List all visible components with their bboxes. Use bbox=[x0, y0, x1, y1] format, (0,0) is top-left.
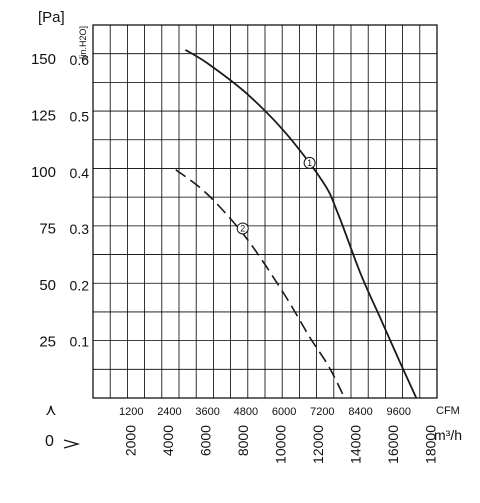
series-marker-label: 2 bbox=[240, 224, 245, 234]
y-inh2o-tick-label: 0.2 bbox=[70, 277, 90, 293]
series-line-2 bbox=[175, 169, 346, 399]
y-pa-tick-label: 50 bbox=[39, 277, 56, 294]
series-marker-2: 2 bbox=[236, 222, 249, 235]
y-inh2o-tick-label: 0.4 bbox=[70, 165, 90, 181]
x-m3h-tick-label: 2000 bbox=[122, 425, 138, 456]
corner-up-mark: ⋏ bbox=[45, 402, 57, 419]
plot-frame bbox=[92, 24, 438, 399]
y-axis-pa-unit: [Pa] bbox=[38, 9, 65, 26]
y-pa-tick-label: 25 bbox=[39, 333, 56, 350]
series-marker-circle bbox=[303, 156, 316, 169]
x-axis-cfm-ticks: 1200 2400 3600 4800 6000 7200 8400 9600 bbox=[119, 406, 411, 418]
x-cfm-tick-label: 1200 bbox=[119, 406, 143, 418]
x-m3h-tick-label: 6000 bbox=[197, 425, 213, 456]
x-cfm-tick-label: 8400 bbox=[348, 406, 372, 418]
y-axis-inh2o-unit: [in.H2O] bbox=[78, 26, 88, 59]
x-m3h-tick-label: 4000 bbox=[160, 425, 176, 456]
x-cfm-tick-label: 6000 bbox=[272, 406, 296, 418]
x-axis-m3h-unit: m³/h bbox=[434, 427, 462, 443]
corner-zero-label: 0 bbox=[45, 433, 54, 450]
x-cfm-tick-label: 2400 bbox=[157, 406, 181, 418]
y-inh2o-tick-label: 0.3 bbox=[70, 221, 90, 237]
series-marker-label: 1 bbox=[307, 158, 312, 168]
x-cfm-tick-label: 7200 bbox=[310, 406, 334, 418]
y-inh2o-tick-label: 0.6 bbox=[70, 52, 90, 68]
x-m3h-tick-label: 10000 bbox=[272, 425, 288, 464]
x-m3h-tick-label: 18000 bbox=[422, 425, 438, 464]
series-line-1 bbox=[184, 49, 418, 399]
series-marker-1: 1 bbox=[303, 156, 316, 169]
chart-grid bbox=[93, 25, 437, 398]
y-inh2o-tick-label: 0.1 bbox=[70, 334, 90, 350]
x-m3h-tick-label: 14000 bbox=[347, 425, 363, 464]
y-axis-inh2o-ticks: 0.6 0.5 0.4 0.3 0.2 0.1 bbox=[70, 52, 90, 350]
x-cfm-tick-label: 4800 bbox=[234, 406, 258, 418]
y-pa-tick-label: 150 bbox=[31, 51, 56, 68]
y-pa-tick-label: 100 bbox=[31, 164, 56, 181]
x-m3h-tick-label: 16000 bbox=[385, 425, 401, 464]
x-cfm-tick-label: 9600 bbox=[387, 406, 411, 418]
x-cfm-tick-label: 3600 bbox=[195, 406, 219, 418]
chart-series: 12 bbox=[175, 49, 418, 399]
series-marker-circle bbox=[236, 222, 249, 235]
x-axis-cfm-unit: CFM bbox=[436, 405, 460, 417]
x-axis-m3h-ticks: 2000 4000 6000 8000 10000 12000 14000 16000 1800… bbox=[122, 425, 438, 464]
y-pa-tick-label: 75 bbox=[39, 220, 56, 237]
y-pa-tick-label: 125 bbox=[31, 107, 56, 124]
x-m3h-tick-label: 8000 bbox=[235, 425, 251, 456]
y-axis-pa-ticks: 150 125 100 75 50 25 bbox=[31, 51, 56, 351]
y-inh2o-tick-label: 0.5 bbox=[70, 108, 90, 124]
x-m3h-tick-label: 12000 bbox=[310, 425, 326, 464]
corner-arrow-icon bbox=[63, 439, 81, 449]
